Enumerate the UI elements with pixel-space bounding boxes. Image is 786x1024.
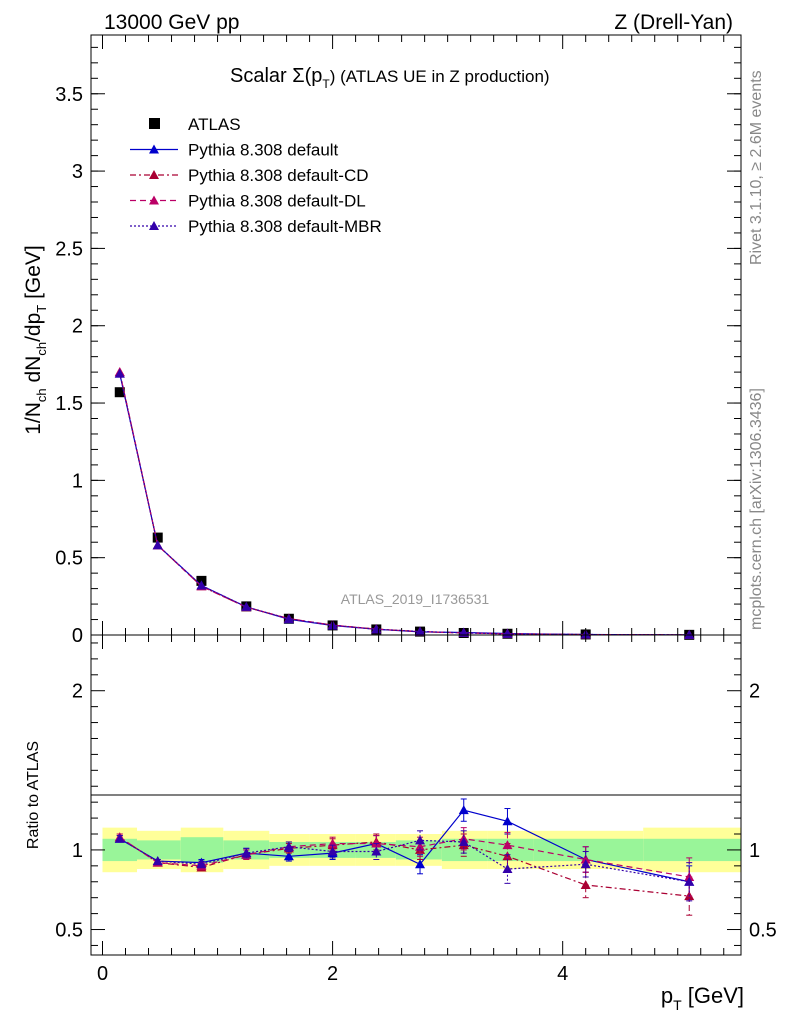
main-ylabel: 1/Nch dNch/dpT [GeV] (22, 245, 49, 435)
pythia-8-308-default-cd-ratio-point (580, 879, 591, 889)
pythia-8-308-default-dl-ratio-line (119, 836, 690, 878)
ratio-ylabel: Ratio to ATLAS (25, 741, 42, 849)
xlabel-main: p (661, 983, 673, 1008)
main-yticks: 0 0.5 1 1.5 2 2.5 3 3.5 (55, 46, 741, 647)
pythia-8-308-default-mbr-ratio-point (327, 846, 338, 856)
legend: ATLAS Pythia 8.308 default Pythia 8.308 de… (130, 115, 382, 236)
xlabel-sub: T (673, 997, 682, 1013)
ratio-xtick-label: 2 (327, 963, 338, 985)
pythia-8-308-default-dl-ratio-point (415, 841, 426, 851)
pythia-8-308-default-mbr-ratio-point (684, 876, 695, 886)
header-right: Z (Drell-Yan) (614, 11, 733, 34)
legend-marker-pythia-8-308-default-cd (149, 170, 159, 179)
ratio-marks (114, 798, 695, 916)
ratio-ytick-label-left: 2 (72, 681, 83, 703)
main-ytick-label: 3 (72, 161, 83, 183)
ratio-xticks: 0 2 4 (97, 635, 725, 985)
main-title-sub: T (322, 77, 330, 91)
xlabel-rest: [GeV] (682, 983, 744, 1008)
header-left: 13000 GeV pp (104, 11, 239, 34)
atlas-point (114, 387, 125, 398)
pythia-8-308-default-mbr-line (119, 373, 690, 636)
legend-label-atlas: ATLAS (188, 115, 241, 134)
pythia-8-308-default-mbr-point (415, 626, 426, 636)
pythia-8-308-default-mbr-ratio-point (415, 835, 426, 845)
side-label-top: Rivet 3.1.10, ≥ 2.6M events (748, 70, 765, 265)
main-panel: 0 0.5 1 1.5 2 2.5 3 3.5 Scalar Σ(pT) (ATLAS UE … (22, 34, 742, 647)
main-ytick-label: 2.5 (55, 238, 83, 260)
legend-label-pythia-8-308-default: Pythia 8.308 default (188, 141, 339, 160)
main-title-suffix: ) (ATLAS UE in Z production) (330, 67, 550, 86)
pythia-8-308-default-ratio-line (119, 809, 690, 883)
pythia-8-308-default-dl-ratio-point (502, 840, 513, 850)
legend-marker-pythia-8-308-default (149, 144, 159, 154)
pythia-8-308-default-ratio-point (458, 805, 469, 815)
ratio-ytick-label-right: 0.5 (749, 920, 777, 942)
pythia-8-308-default-mbr-point (684, 629, 695, 639)
pythia-8-308-default-mbr-ratio-line (119, 838, 690, 883)
legend-marker-pythia-8-308-default-mbr (149, 221, 159, 230)
main-title: Scalar Σ(pT) (ATLAS UE in Z production) (230, 65, 550, 91)
pythia-8-308-default-mbr-ratio-point (114, 833, 125, 843)
pythia-8-308-default-mbr-ratio-point (458, 836, 469, 846)
side-label-bottom: mcplots.cern.ch [arXiv:1306.3436] (748, 388, 765, 630)
atlas-point (152, 532, 163, 543)
main-ytick-label: 1.5 (55, 393, 83, 415)
pythia-8-308-default-mbr-point (196, 580, 207, 590)
pythia-8-308-default-mbr-point (152, 540, 163, 550)
pythia-8-308-default-mbr-ratio-point (241, 848, 252, 858)
pythia-8-308-default-mbr-ratio-point (371, 846, 382, 856)
ratio-panel: 0.5 0.5 1 1 2 2 0 2 4 Ratio to ATLAS pT [GeV] (25, 634, 777, 1013)
pythia-8-308-default-ratio-point (283, 851, 294, 861)
ratio-xtick-label: 4 (557, 963, 568, 985)
pythia-8-308-default-mbr-point (241, 601, 252, 611)
main-ytick-label: 0 (72, 625, 83, 647)
watermark: ATLAS_2019_I1736531 (341, 591, 490, 607)
legend-label-pythia-8-308-default-cd: Pythia 8.308 default-CD (188, 166, 369, 185)
pythia-8-308-default-dl-ratio-point (580, 854, 591, 864)
main-xticks (102, 35, 725, 635)
legend-marker-atlas (149, 118, 160, 129)
pythia-8-308-default-mbr-ratio-point (196, 859, 207, 869)
ratio-ytick-label-right: 2 (749, 681, 760, 703)
main-ytick-label: 1 (72, 470, 83, 492)
ratio-band-inner (180, 837, 224, 863)
main-ytick-label: 3.5 (55, 84, 83, 106)
ratio-ytick-label-left: 0.5 (55, 920, 83, 942)
ratio-xtick-label: 0 (97, 963, 108, 985)
ratio-ytick-label-right: 1 (749, 840, 760, 862)
ratio-band-inner (643, 838, 741, 862)
pythia-8-308-default-ratio-point (502, 816, 513, 826)
pythia-8-308-default-ratio-point (415, 859, 426, 869)
ratio-ytick-label-left: 1 (72, 840, 83, 862)
pythia-8-308-default-mbr-point (502, 628, 513, 638)
legend-label-pythia-8-308-default-dl: Pythia 8.308 default-DL (188, 192, 366, 211)
main-title-prefix: Scalar Σ(p (230, 65, 322, 87)
legend-label-pythia-8-308-default-mbr: Pythia 8.308 default-MBR (188, 217, 382, 236)
ratio-xlabel: pT [GeV] (661, 983, 744, 1013)
ratio-yticks: 0.5 0.5 1 1 2 2 (55, 642, 777, 946)
pythia-8-308-default-mbr-point (114, 368, 125, 378)
pythia-8-308-default-mbr-ratio-point (580, 859, 591, 869)
main-ytick-label: 0.5 (55, 548, 83, 570)
ratio-band-inner (137, 840, 181, 860)
legend-marker-pythia-8-308-default-dl (149, 195, 159, 205)
pythia-8-308-default-mbr-ratio-point (283, 841, 294, 851)
ratio-frame (90, 634, 742, 956)
pythia-8-308-default-mbr-ratio-point (502, 864, 513, 874)
pythia-8-308-default-mbr-ratio-point (152, 856, 163, 866)
main-ytick-label: 2 (72, 316, 83, 338)
pythia-8-308-default-mbr-point (283, 613, 294, 623)
